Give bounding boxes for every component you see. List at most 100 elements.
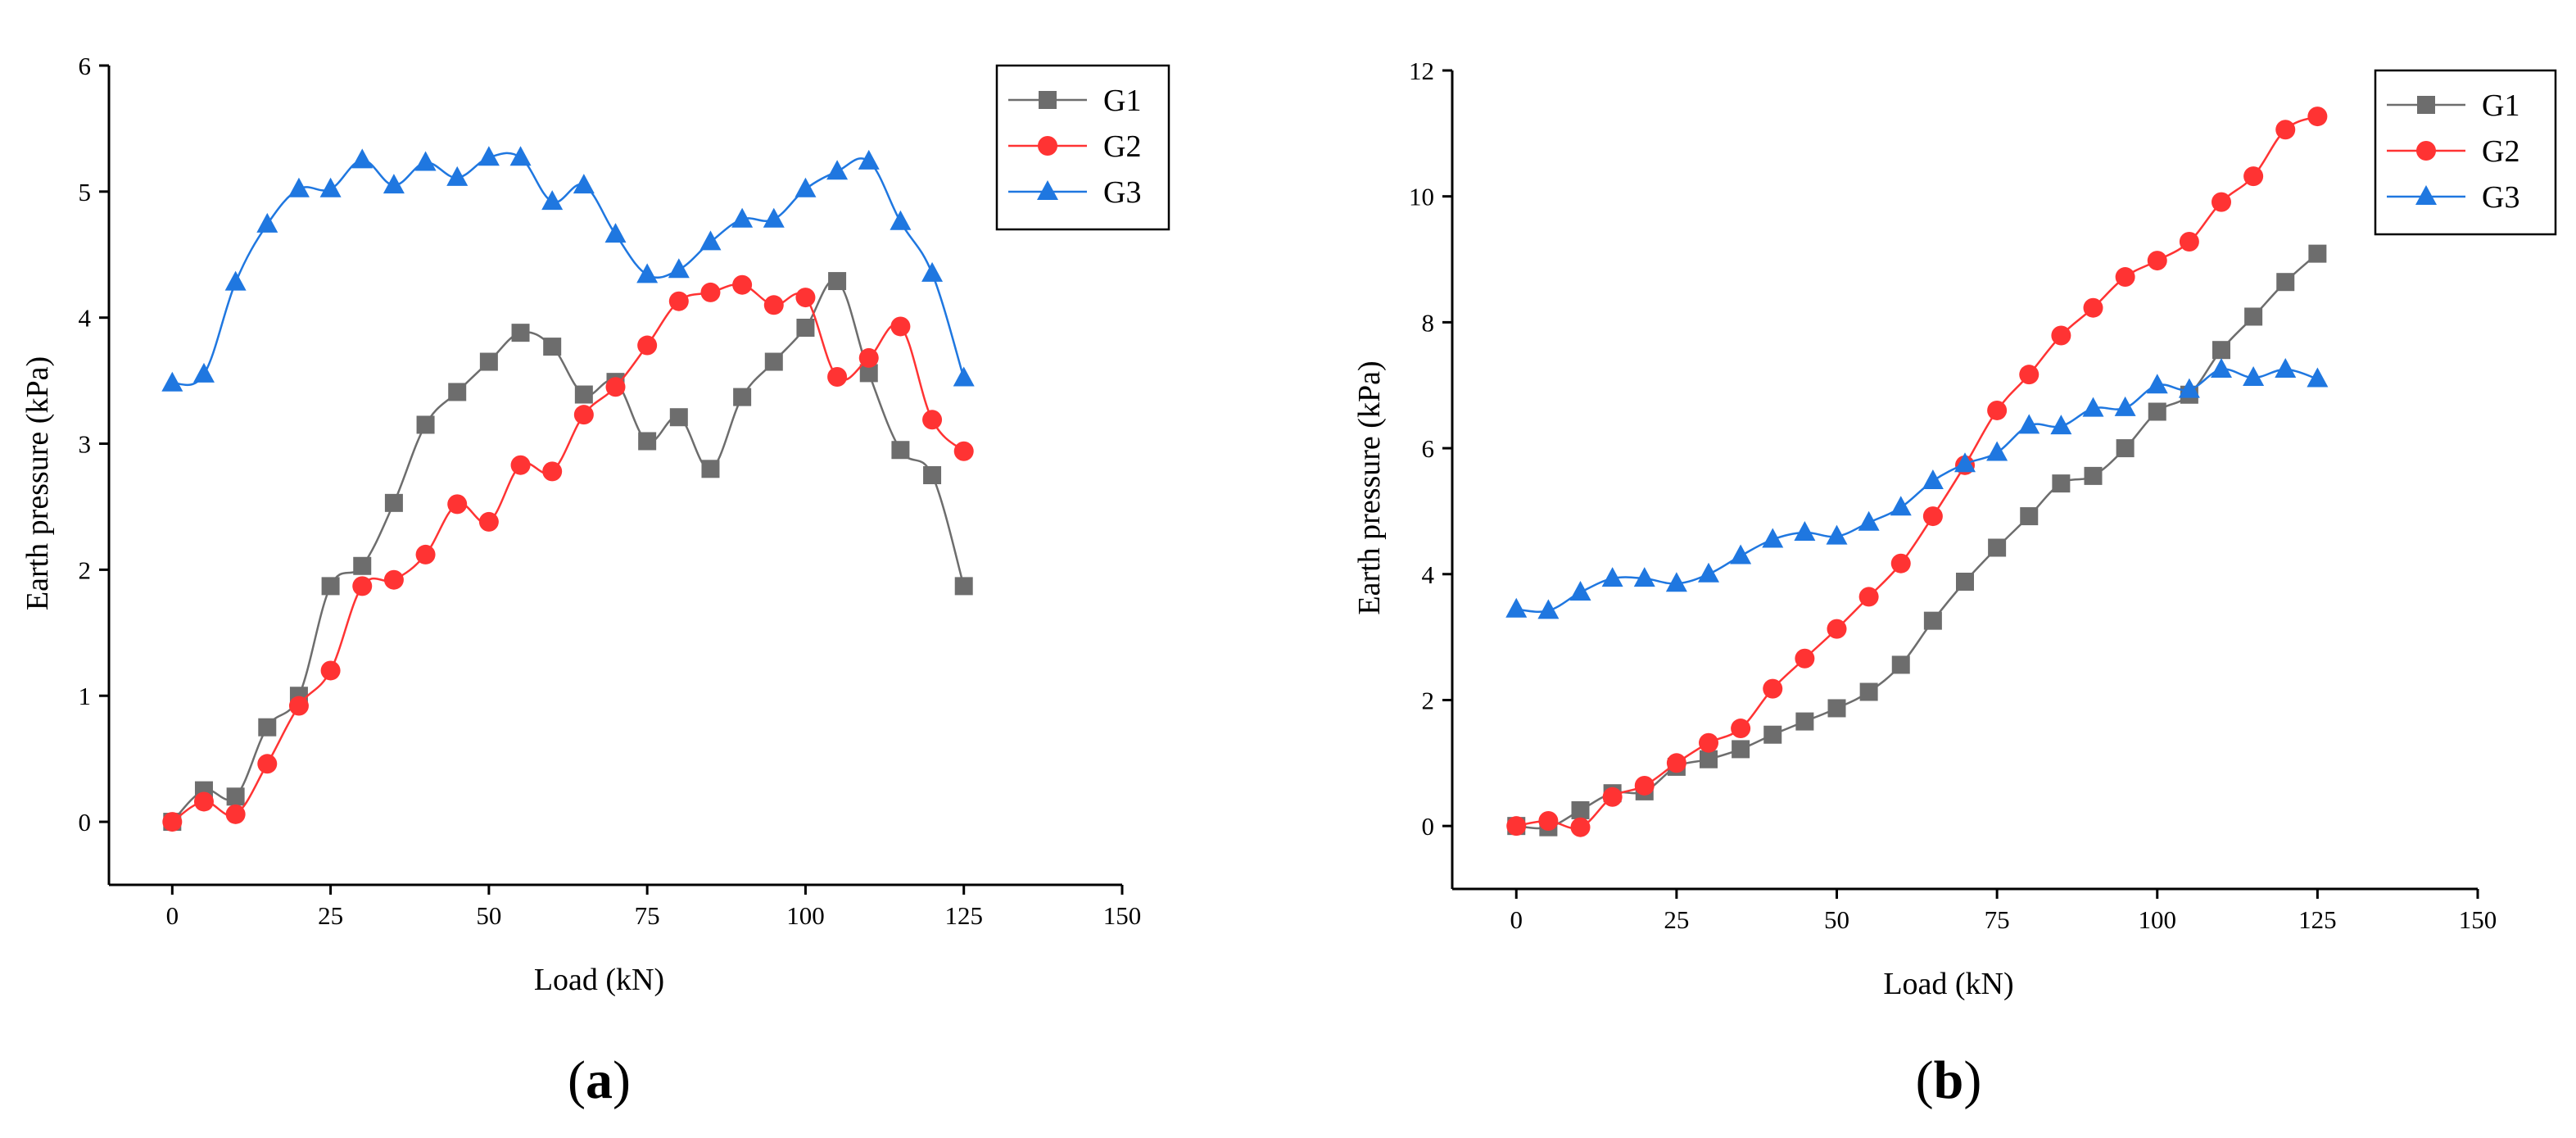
series-g2-point-6 bbox=[1699, 732, 1718, 753]
series-g2-point-7 bbox=[1731, 719, 1751, 739]
series-g3-point-7 bbox=[1730, 544, 1752, 564]
series-g2-point-20 bbox=[2147, 251, 2167, 271]
series-g3-point-4 bbox=[1633, 567, 1655, 587]
series-g1 bbox=[163, 272, 973, 832]
series-g3-point-23 bbox=[2243, 366, 2265, 387]
series-g1-point-17 bbox=[701, 460, 720, 478]
y-tick-label: 2 bbox=[79, 555, 92, 584]
series-g3-point-10 bbox=[1826, 524, 1848, 545]
series-g3-point-5 bbox=[1665, 572, 1687, 592]
series-g1-point-18 bbox=[2084, 466, 2103, 485]
legend: G1 G2 G3 bbox=[2374, 69, 2557, 236]
series-g2-point-2 bbox=[225, 804, 246, 824]
series-g3-point-18 bbox=[2082, 397, 2104, 417]
series-g3-point-1 bbox=[1537, 599, 1560, 619]
series-g2-point-18 bbox=[2083, 297, 2103, 318]
series-g1-point-15 bbox=[1988, 538, 2007, 557]
series-g1-line bbox=[171, 279, 965, 823]
series-g2-point-2 bbox=[1570, 817, 1591, 837]
series-g1-point-22 bbox=[859, 364, 878, 383]
series-g2-point-18 bbox=[732, 274, 753, 295]
y-tick-label: 5 bbox=[79, 178, 92, 206]
series-g2-point-24 bbox=[2275, 120, 2296, 140]
y-tick-label: 0 bbox=[1422, 812, 1435, 841]
series-g2-point-12 bbox=[1890, 553, 1911, 574]
series-g2-point-3 bbox=[257, 754, 278, 774]
series-g3-point-12 bbox=[541, 190, 564, 211]
series-g2-point-15 bbox=[637, 335, 658, 356]
series-g3-point-19 bbox=[2114, 396, 2136, 416]
x-tick-label: 50 bbox=[1824, 905, 1849, 934]
series-g3-point-6 bbox=[351, 148, 373, 169]
series-g2 bbox=[1506, 107, 2328, 837]
series-g3-point-22 bbox=[858, 149, 880, 170]
series-g2-point-15 bbox=[1987, 400, 2008, 420]
series-g1-point-6 bbox=[353, 556, 372, 575]
series-g3-point-21 bbox=[2178, 378, 2200, 398]
series-g1-point-2 bbox=[1571, 800, 1590, 819]
series-g3-point-24 bbox=[2275, 358, 2297, 379]
series-g1-point-7 bbox=[384, 493, 403, 512]
series-g2-point-4 bbox=[1634, 775, 1655, 796]
series-g1-point-13 bbox=[574, 385, 593, 404]
series-g2-line bbox=[1516, 115, 2318, 830]
series-g1-point-8 bbox=[1763, 725, 1782, 744]
series-g1-point-11 bbox=[511, 324, 530, 342]
y-axis-label: Earth pressure (kPa) bbox=[20, 356, 55, 610]
series-g1-point-10 bbox=[479, 352, 498, 371]
series-g2-point-3 bbox=[1602, 787, 1623, 807]
legend: G1 G2 G3 bbox=[995, 64, 1170, 231]
series-g3-point-9 bbox=[1794, 521, 1816, 542]
legend-label-g3: G3 bbox=[1103, 175, 1141, 210]
y-tick-label: 8 bbox=[1422, 308, 1435, 337]
series-g3-point-14 bbox=[1954, 452, 1976, 473]
series-g2-point-11 bbox=[510, 455, 531, 475]
series-g2-point-19 bbox=[2115, 267, 2135, 288]
series-g2-point-14 bbox=[605, 377, 626, 397]
series-g3-point-3 bbox=[256, 212, 278, 233]
series-g3-point-0 bbox=[1505, 597, 1528, 618]
series-g1-point-24 bbox=[923, 466, 942, 484]
series-g1-point-12 bbox=[543, 338, 562, 356]
legend-box bbox=[2374, 69, 2557, 236]
panel-label: (a) bbox=[568, 1050, 631, 1110]
series-g2-point-12 bbox=[542, 461, 563, 482]
legend-box bbox=[995, 64, 1170, 231]
series-g1-point-3 bbox=[258, 718, 277, 737]
panel-label: (b) bbox=[1916, 1050, 1982, 1110]
series-g1-point-13 bbox=[1923, 611, 1942, 630]
series-g1-point-24 bbox=[2276, 273, 2295, 292]
x-tick-label: 0 bbox=[166, 901, 179, 930]
x-tick-label: 25 bbox=[318, 901, 343, 930]
series-g3 bbox=[1505, 358, 2329, 619]
series-g1-point-5 bbox=[321, 577, 340, 596]
legend-marker-g2-point-0 bbox=[1038, 136, 1057, 156]
series-g2-point-20 bbox=[795, 288, 816, 308]
series-g1-point-8 bbox=[416, 415, 435, 434]
series-g3-point-11 bbox=[1858, 510, 1880, 531]
series-g3-point-10 bbox=[478, 146, 500, 166]
series-g3-point-5 bbox=[319, 177, 342, 197]
series-g2-point-25 bbox=[2307, 107, 2328, 127]
series-g1-point-14 bbox=[1956, 572, 1974, 591]
series-g3-point-20 bbox=[795, 177, 817, 197]
legend-label-g3: G3 bbox=[2482, 180, 2519, 215]
x-tick-label: 125 bbox=[944, 901, 983, 930]
series-g3-point-8 bbox=[1762, 528, 1784, 548]
series-g2-point-22 bbox=[858, 347, 879, 368]
y-tick-label: 1 bbox=[79, 682, 92, 710]
series-g1-point-20 bbox=[796, 319, 815, 337]
series-g3-point-9 bbox=[446, 165, 469, 186]
x-tick-label: 100 bbox=[786, 901, 825, 930]
series-g1-point-16 bbox=[2020, 507, 2039, 526]
series-g3-point-23 bbox=[890, 210, 912, 230]
y-tick-label: 10 bbox=[1409, 183, 1434, 211]
x-tick-label: 25 bbox=[1664, 905, 1689, 934]
series-g3-point-24 bbox=[921, 261, 944, 282]
panel-a: 0 1 2 3 4 5 6 0 25 50 75 100 125 150 Load (kN) Earth pr… bbox=[20, 52, 1170, 1110]
series-g2-point-8 bbox=[415, 544, 436, 564]
series-g1-point-15 bbox=[638, 432, 657, 451]
series-g3-point-2 bbox=[224, 270, 247, 291]
x-tick-label: 50 bbox=[476, 901, 501, 930]
